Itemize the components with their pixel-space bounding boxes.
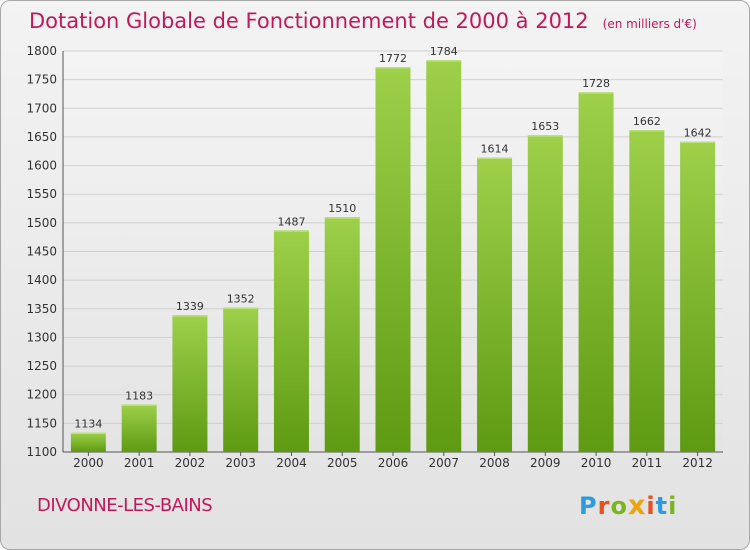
bar — [629, 130, 665, 452]
x-tick-label: 2005 — [327, 456, 358, 470]
data-label: 1614 — [481, 143, 509, 156]
x-tick-label: 2002 — [175, 456, 206, 470]
data-label: 1662 — [633, 115, 661, 128]
data-label: 1352 — [227, 293, 255, 306]
bar — [70, 432, 106, 452]
y-tick-label: 1300 — [26, 330, 57, 344]
x-tick-label: 2008 — [479, 456, 510, 470]
data-label: 1728 — [582, 77, 610, 90]
bar-highlight — [70, 432, 106, 435]
bar — [121, 404, 157, 452]
x-tick-label: 2006 — [378, 456, 409, 470]
bar — [223, 307, 259, 452]
data-label: 1487 — [277, 215, 305, 228]
x-tick-label: 2010 — [581, 456, 612, 470]
y-tick-label: 1450 — [26, 245, 57, 259]
bar-highlight — [527, 135, 563, 137]
data-label: 1339 — [176, 300, 204, 313]
data-label: 1772 — [379, 52, 407, 65]
y-tick-label: 1250 — [26, 359, 57, 373]
data-label: 1642 — [684, 127, 712, 140]
bar — [375, 67, 411, 452]
bar-highlight — [375, 67, 411, 69]
bar — [426, 60, 462, 453]
bar-highlight — [172, 315, 208, 317]
bar — [273, 230, 309, 452]
logo-letter: x — [627, 490, 647, 521]
chart-title-text: Dotation Globale de Fonctionnement de 20… — [29, 9, 589, 33]
bar — [324, 217, 360, 452]
bar-highlight — [578, 92, 614, 94]
x-tick-label: 2007 — [428, 456, 459, 470]
bar-highlight — [426, 60, 462, 62]
proxiti-logo: Proxiti — [579, 490, 677, 521]
y-tick-label: 1350 — [26, 302, 57, 316]
y-tick-label: 1400 — [26, 273, 57, 287]
data-label: 1653 — [531, 120, 559, 133]
commune-name: DIVONNE-LES-BAINS — [37, 495, 213, 516]
y-tick-label: 1700 — [26, 101, 57, 115]
y-tick-label: 1800 — [26, 44, 57, 58]
chart-unit: (en milliers d'€) — [602, 17, 697, 31]
y-tick-label: 1600 — [26, 159, 57, 173]
y-tick-label: 1750 — [26, 73, 57, 87]
bar-highlight — [629, 130, 665, 132]
chart-title: Dotation Globale de Fonctionnement de 20… — [29, 9, 697, 33]
logo-letter: r — [597, 492, 611, 520]
bar — [527, 135, 563, 452]
y-tick-label: 1100 — [26, 445, 57, 459]
x-tick-label: 2012 — [682, 456, 713, 470]
bar — [578, 92, 614, 452]
plot-area: 1100 1150 1200 1250 1300 1350 1400 1450 1500 1550… — [26, 44, 723, 470]
data-label: 1183 — [125, 389, 153, 402]
bar — [172, 315, 208, 452]
bar-highlight — [121, 404, 157, 406]
bar-highlight — [477, 157, 513, 160]
x-tick-label: 2000 — [73, 456, 104, 470]
y-tick-label: 1500 — [26, 216, 57, 230]
y-tick-label: 1150 — [26, 416, 57, 430]
x-tick-label: 2009 — [530, 456, 561, 470]
logo-letter: o — [610, 492, 628, 520]
x-tick-label: 2003 — [225, 456, 256, 470]
logo-letter: P — [579, 492, 598, 520]
bar — [680, 141, 716, 453]
bar-highlight — [273, 230, 309, 232]
data-label: 1784 — [430, 45, 458, 58]
y-tick-label: 1200 — [26, 388, 57, 402]
data-label: 1510 — [328, 202, 356, 215]
y-tick-label: 1550 — [26, 187, 57, 201]
logo-letter: i — [646, 492, 656, 520]
bar-highlight — [223, 307, 259, 310]
logo-letter: i — [668, 492, 678, 520]
data-label: 1134 — [74, 418, 102, 431]
bar-highlight — [324, 217, 360, 219]
x-tick-label: 2011 — [632, 456, 663, 470]
x-tick-label: 2004 — [276, 456, 307, 470]
bar-highlight — [680, 141, 716, 144]
bar — [477, 157, 513, 452]
y-tick-label: 1650 — [26, 130, 57, 144]
logo-letter: t — [655, 492, 669, 520]
x-tick-label: 2001 — [124, 456, 155, 470]
